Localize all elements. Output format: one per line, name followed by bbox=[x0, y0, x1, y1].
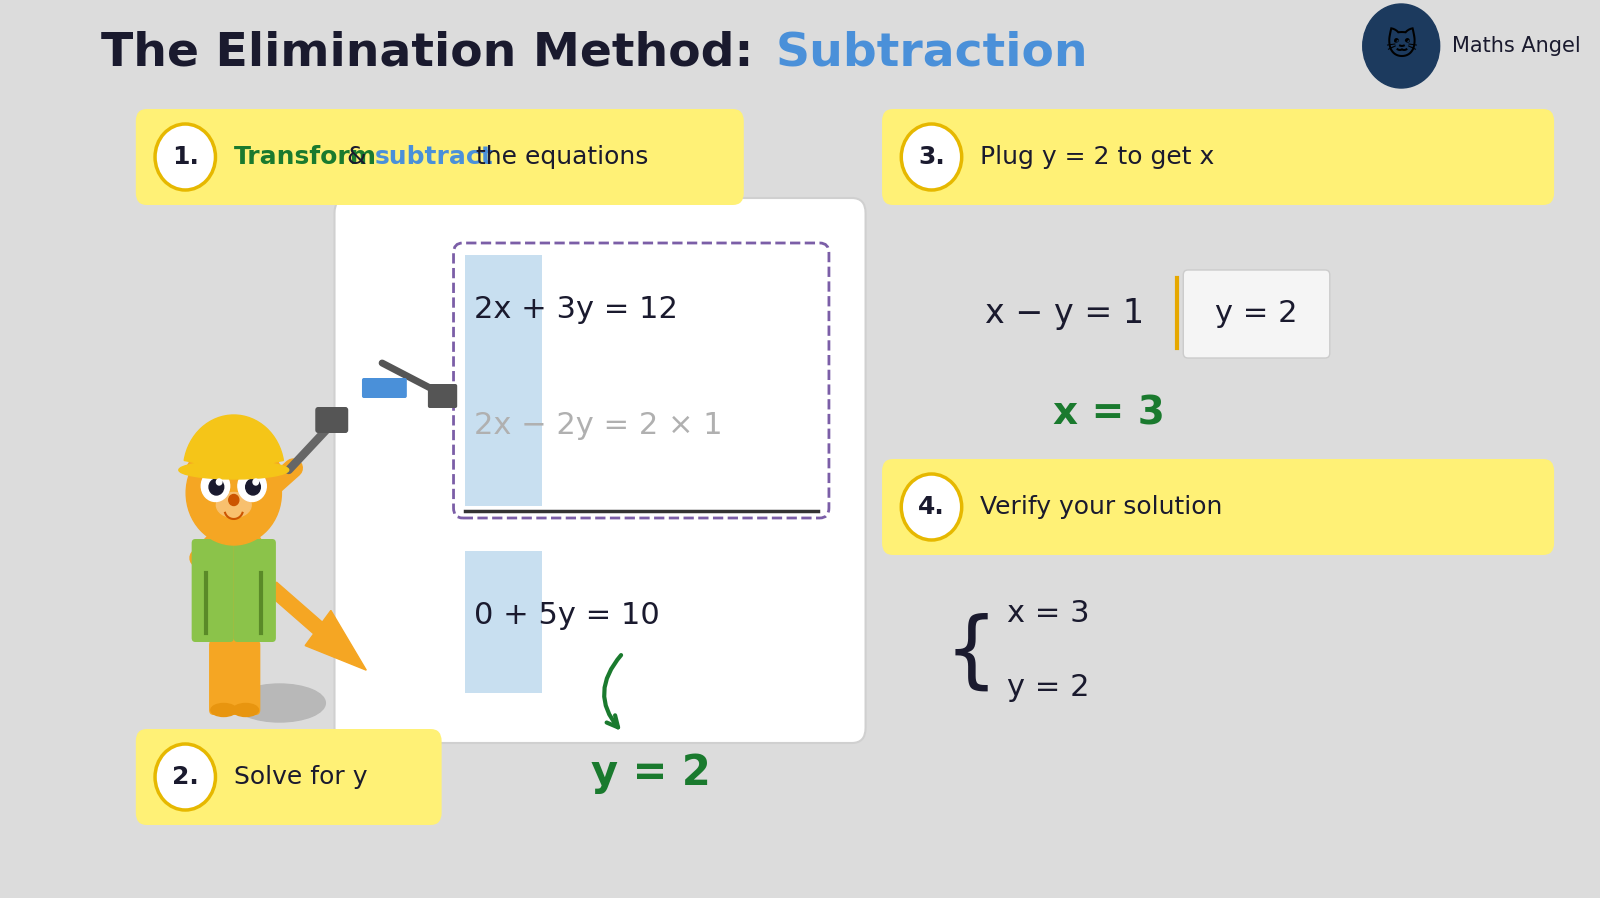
Text: &: & bbox=[339, 145, 374, 169]
Ellipse shape bbox=[216, 492, 251, 517]
Text: Verify your solution: Verify your solution bbox=[981, 495, 1222, 519]
Text: x = 3: x = 3 bbox=[1053, 394, 1165, 432]
FancyBboxPatch shape bbox=[882, 459, 1554, 555]
FancyBboxPatch shape bbox=[427, 384, 458, 408]
Text: 2x − 2y = 2 × 1: 2x − 2y = 2 × 1 bbox=[474, 411, 722, 441]
Ellipse shape bbox=[195, 521, 272, 656]
Text: Plug y = 2 to get x: Plug y = 2 to get x bbox=[981, 145, 1214, 169]
Circle shape bbox=[1363, 4, 1440, 88]
Text: subtract: subtract bbox=[374, 145, 493, 169]
Polygon shape bbox=[245, 433, 282, 468]
Ellipse shape bbox=[211, 703, 237, 717]
Circle shape bbox=[238, 471, 266, 501]
Wedge shape bbox=[184, 415, 283, 470]
FancyBboxPatch shape bbox=[210, 640, 238, 715]
Text: the equations: the equations bbox=[469, 145, 648, 169]
Text: x = 3: x = 3 bbox=[1008, 598, 1090, 628]
Text: x − y = 1: x − y = 1 bbox=[984, 296, 1144, 330]
Text: {: { bbox=[944, 612, 997, 693]
Text: 3.: 3. bbox=[918, 145, 946, 169]
FancyBboxPatch shape bbox=[1184, 270, 1330, 358]
FancyBboxPatch shape bbox=[464, 551, 542, 693]
Text: 🐱: 🐱 bbox=[1386, 31, 1418, 61]
Circle shape bbox=[253, 479, 259, 485]
Text: The Elimination Method:: The Elimination Method: bbox=[101, 31, 770, 75]
Circle shape bbox=[155, 124, 216, 190]
FancyBboxPatch shape bbox=[136, 109, 744, 205]
FancyBboxPatch shape bbox=[192, 539, 234, 642]
Circle shape bbox=[202, 471, 230, 501]
Polygon shape bbox=[186, 433, 222, 468]
Circle shape bbox=[216, 479, 222, 485]
Circle shape bbox=[155, 744, 216, 810]
Circle shape bbox=[210, 479, 224, 495]
Text: y = 2: y = 2 bbox=[1008, 674, 1090, 702]
Text: y = 2: y = 2 bbox=[590, 752, 710, 794]
Text: 2x + 3y = 12: 2x + 3y = 12 bbox=[474, 295, 677, 324]
Text: 0 + 5y = 10: 0 + 5y = 10 bbox=[474, 602, 659, 630]
FancyBboxPatch shape bbox=[230, 640, 261, 715]
Ellipse shape bbox=[234, 684, 325, 722]
Circle shape bbox=[246, 479, 261, 495]
Text: Subtraction: Subtraction bbox=[776, 31, 1088, 75]
Circle shape bbox=[186, 441, 282, 545]
Text: Maths Angel: Maths Angel bbox=[1451, 36, 1581, 56]
Text: Transform: Transform bbox=[234, 145, 376, 169]
FancyBboxPatch shape bbox=[315, 407, 349, 433]
Text: Solve for y: Solve for y bbox=[234, 765, 368, 789]
FancyArrowPatch shape bbox=[605, 655, 621, 727]
Text: 1.: 1. bbox=[171, 145, 198, 169]
Circle shape bbox=[901, 474, 962, 540]
FancyBboxPatch shape bbox=[334, 198, 866, 743]
Circle shape bbox=[901, 124, 962, 190]
Text: y = 2: y = 2 bbox=[1216, 300, 1298, 329]
FancyArrow shape bbox=[267, 582, 366, 670]
Ellipse shape bbox=[234, 703, 259, 717]
FancyBboxPatch shape bbox=[136, 729, 442, 825]
FancyBboxPatch shape bbox=[882, 109, 1554, 205]
Ellipse shape bbox=[179, 461, 288, 479]
FancyBboxPatch shape bbox=[362, 378, 406, 398]
Text: 4.: 4. bbox=[918, 495, 946, 519]
Circle shape bbox=[229, 495, 238, 506]
FancyBboxPatch shape bbox=[234, 539, 275, 642]
Text: 2.: 2. bbox=[171, 765, 198, 789]
FancyBboxPatch shape bbox=[464, 255, 542, 506]
